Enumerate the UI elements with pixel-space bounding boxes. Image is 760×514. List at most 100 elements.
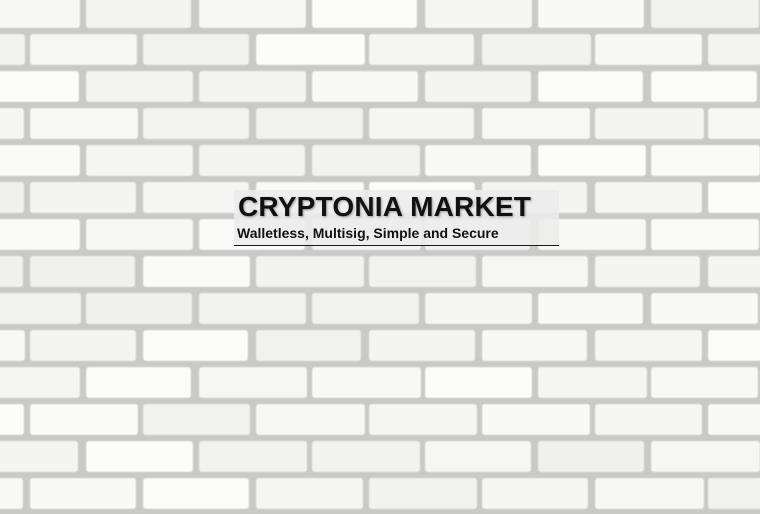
brick	[29, 329, 137, 362]
brick	[594, 255, 701, 288]
site-title: CRYPTONIA MARKET	[238, 191, 532, 222]
site-tagline: Walletless, Multisig, Simple and Secure	[237, 225, 499, 241]
brick	[594, 477, 705, 510]
brick	[198, 70, 307, 103]
brick	[0, 366, 81, 399]
brick	[0, 255, 24, 288]
brick	[85, 366, 192, 399]
brick	[0, 70, 80, 103]
brick	[424, 366, 533, 399]
brick	[594, 181, 703, 214]
brick	[0, 218, 81, 251]
brick	[481, 255, 589, 288]
brick	[142, 33, 250, 66]
brick	[0, 329, 26, 362]
brick	[424, 0, 533, 29]
brick	[368, 107, 475, 140]
brick	[29, 33, 138, 66]
brick	[29, 107, 139, 140]
brick	[707, 33, 760, 66]
brick	[368, 403, 478, 436]
brick	[0, 440, 79, 473]
brick	[707, 255, 760, 288]
brick	[85, 144, 194, 177]
brick	[650, 70, 758, 103]
brick	[255, 477, 364, 510]
brick	[198, 144, 306, 177]
brick	[481, 477, 589, 510]
brick	[424, 440, 532, 473]
brick	[142, 477, 250, 510]
brick	[142, 255, 251, 288]
brick	[142, 403, 251, 436]
brick	[594, 329, 703, 362]
brick	[368, 33, 475, 66]
brick	[311, 70, 419, 103]
brick	[0, 107, 25, 140]
brick	[424, 292, 533, 325]
brick	[311, 0, 418, 29]
brick	[198, 0, 307, 29]
brick	[368, 477, 478, 510]
brick	[0, 0, 81, 29]
brick	[650, 292, 759, 325]
brick	[368, 329, 476, 362]
brick	[537, 144, 647, 177]
brick	[0, 181, 25, 214]
brick	[650, 218, 760, 251]
brick	[29, 403, 139, 436]
brick	[85, 0, 192, 29]
brick	[198, 292, 307, 325]
brick	[311, 440, 421, 473]
brick	[594, 33, 703, 66]
brick	[255, 33, 366, 66]
brick	[255, 107, 364, 140]
brick	[142, 329, 249, 362]
brick	[650, 366, 759, 399]
brick	[707, 107, 760, 140]
brick	[424, 70, 532, 103]
brick	[311, 366, 422, 399]
brick	[198, 440, 308, 473]
brick	[311, 144, 421, 177]
brick	[0, 403, 25, 436]
brick	[707, 329, 760, 362]
brick	[594, 107, 705, 140]
brand-header: CRYPTONIA MARKET Walletless, Multisig, S…	[234, 190, 559, 246]
brick	[537, 70, 644, 103]
brick	[29, 477, 137, 510]
brick	[29, 181, 137, 214]
brick	[537, 440, 645, 473]
brick	[198, 366, 308, 399]
brick	[707, 477, 760, 510]
brick	[481, 329, 588, 362]
brick	[481, 107, 591, 140]
brick	[424, 144, 532, 177]
brick	[85, 70, 194, 103]
brick	[255, 255, 365, 288]
brick	[650, 0, 760, 29]
brick	[0, 144, 81, 177]
brick	[255, 403, 366, 436]
brick	[481, 33, 592, 66]
brick	[0, 33, 26, 66]
brick	[0, 477, 24, 510]
brick	[650, 440, 760, 473]
brick	[537, 0, 645, 29]
brick	[85, 292, 193, 325]
brick	[142, 107, 250, 140]
brick	[311, 292, 420, 325]
brick	[707, 403, 760, 436]
brick	[85, 440, 194, 473]
brick	[707, 181, 760, 214]
brick	[650, 144, 760, 177]
brick	[29, 255, 136, 288]
brick	[0, 292, 82, 325]
brick	[537, 292, 644, 325]
brick	[537, 366, 648, 399]
brick	[594, 403, 703, 436]
brick	[368, 255, 477, 288]
brick	[481, 403, 591, 436]
